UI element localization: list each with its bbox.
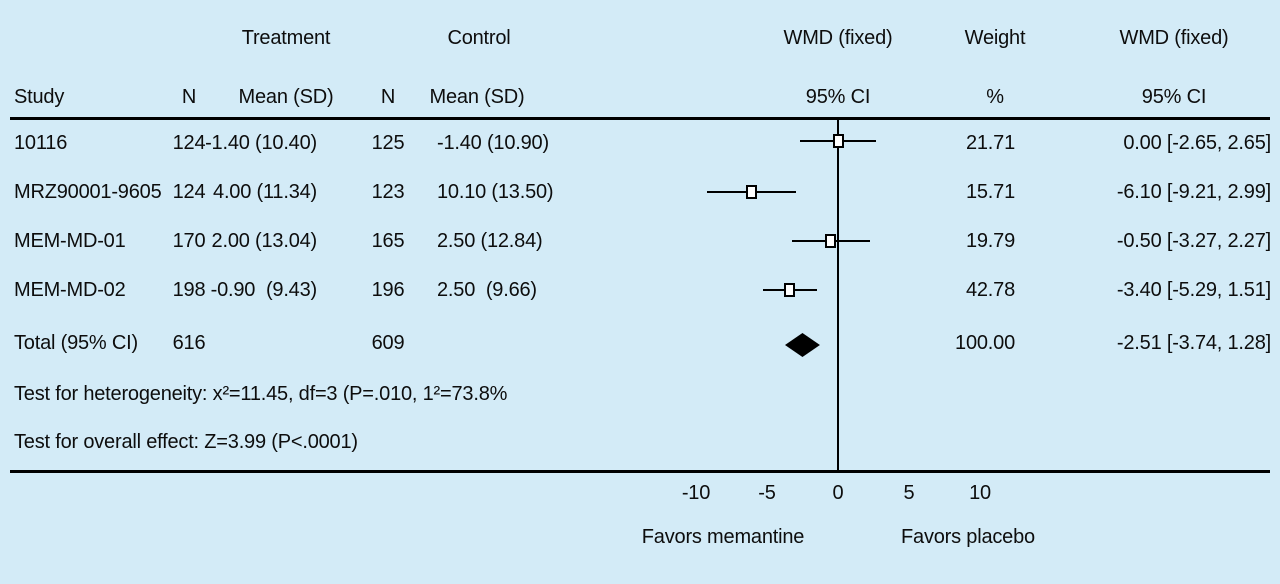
mean-sd-treatment: 2.00 (13.04): [211, 230, 318, 252]
header-ci-text: 95% CI: [1141, 86, 1207, 108]
n-control: 165: [371, 230, 405, 252]
summary-diamond: [784, 333, 820, 357]
header-wmd-fixed-plot: WMD (fixed): [783, 27, 893, 49]
mean-sd-control: -1.40 (10.90): [437, 132, 549, 154]
header-n-treatment: N: [181, 86, 197, 108]
n-control: 125: [371, 132, 405, 154]
wmd-ci-value: -3.40 [-5.29, 1.51]: [1116, 279, 1271, 301]
mean-sd-treatment: -0.90 (9.43): [210, 279, 318, 301]
n-treatment: 198: [172, 279, 206, 301]
total-n-treatment: 616: [172, 332, 206, 354]
mean-sd-control: 2.50 (9.66): [437, 279, 537, 301]
x-axis-tick-label: -10: [681, 482, 711, 504]
point-estimate-marker: [832, 134, 844, 148]
study-id: 10116: [14, 132, 68, 154]
heterogeneity-test-text: Test for heterogeneity: x²=11.45, df=3 (…: [14, 383, 508, 405]
total-wmd-ci: -2.51 [-3.74, 1.28]: [1116, 332, 1271, 354]
header-mean-sd-treatment: Mean (SD): [238, 86, 334, 108]
n-treatment: 124: [172, 181, 206, 203]
n-treatment: 170: [172, 230, 206, 252]
header-wmd-fixed-text: WMD (fixed): [1119, 27, 1229, 49]
total-n-control: 609: [371, 332, 405, 354]
point-estimate-marker: [745, 185, 757, 199]
point-estimate-marker: [784, 283, 796, 297]
x-axis-tick-label: -5: [758, 482, 776, 504]
header-percent: %: [986, 86, 1004, 108]
mean-sd-control: 10.10 (13.50): [437, 181, 554, 203]
overall-effect-test-text: Test for overall effect: Z=3.99 (P<.0001…: [14, 431, 358, 453]
point-estimate-marker: [825, 234, 837, 248]
favors-treatment-label: Favors memantine: [641, 526, 805, 548]
header-weight: Weight: [964, 27, 1026, 49]
header-rule: [10, 117, 1270, 120]
total-label: Total (95% CI): [14, 332, 138, 354]
header-ci-plot: 95% CI: [805, 86, 871, 108]
n-treatment: 124: [172, 132, 206, 154]
axis-rule: [10, 470, 1270, 473]
mean-sd-treatment: 4.00 (11.34): [213, 181, 317, 203]
mean-sd-treatment: -1.40 (10.40): [205, 132, 317, 154]
favors-control-label: Favors placebo: [901, 526, 1035, 548]
zero-line: [837, 120, 839, 470]
weight-value: 19.79: [965, 230, 1015, 252]
weight-value: 21.71: [965, 132, 1015, 154]
header-control-group: Control: [447, 27, 511, 49]
header-n-control: N: [380, 86, 396, 108]
header-mean-sd-control: Mean (SD): [429, 86, 525, 108]
weight-value: 15.71: [965, 181, 1015, 203]
mean-sd-control: 2.50 (12.84): [437, 230, 543, 252]
n-control: 123: [371, 181, 405, 203]
total-weight: 100.00: [955, 332, 1015, 354]
x-axis-tick-label: 10: [969, 482, 991, 504]
wmd-ci-value: 0.00 [-2.65, 2.65]: [1123, 132, 1271, 154]
study-id: MEM-MD-02: [14, 279, 126, 301]
study-id: MRZ90001-9605: [14, 181, 162, 203]
wmd-ci-value: -0.50 [-3.27, 2.27]: [1116, 230, 1271, 252]
header-treatment-group: Treatment: [241, 27, 331, 49]
study-id: MEM-MD-01: [14, 230, 126, 252]
n-control: 196: [371, 279, 405, 301]
header-study: Study: [14, 86, 65, 108]
wmd-ci-value: -6.10 [-9.21, 2.99]: [1116, 181, 1271, 203]
weight-value: 42.78: [965, 279, 1015, 301]
x-axis-tick-label: 0: [832, 482, 844, 504]
x-axis-tick-label: 5: [903, 482, 915, 504]
